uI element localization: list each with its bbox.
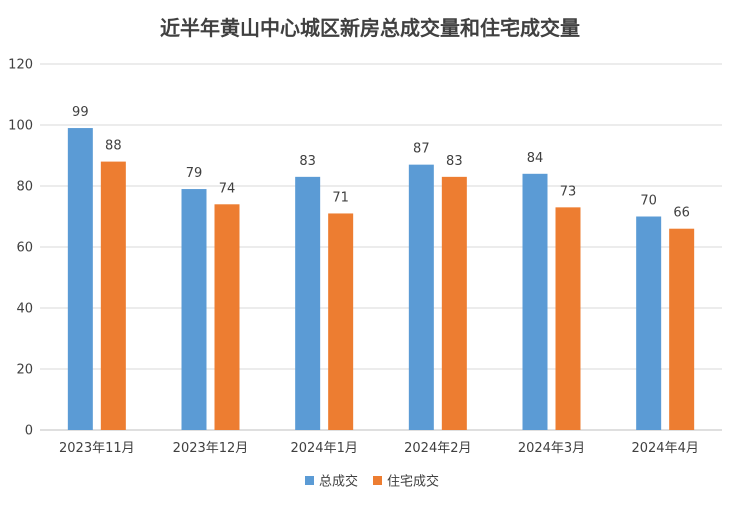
y-tick-label: 120 [8,58,33,73]
legend-swatch-1 [373,476,382,485]
data-labels: 99 88 79 74 83 71 87 83 84 73 70 66 [72,105,690,221]
x-tick-label: 2024年3月 [518,441,585,456]
y-tick-label: 0 [25,424,33,439]
bar-total-5 [636,216,662,430]
x-tick-label: 2024年1月 [290,441,357,456]
bar-total-2 [295,176,321,430]
bar-total-1 [181,189,207,430]
y-tick-label: 60 [16,241,33,256]
y-tick-label: 80 [16,180,33,195]
legend-swatch-0 [305,476,314,485]
data-label: 83 [446,154,463,169]
bar-residential-4 [555,207,581,430]
x-tick-label: 2024年4月 [631,441,698,456]
data-label: 99 [72,105,89,120]
y-tick-label: 40 [16,302,33,317]
bar-total-3 [408,164,434,430]
y-axis-ticks: 0 20 40 60 80 100 120 [8,58,33,439]
y-tick-label: 100 [8,119,33,134]
bar-residential-5 [669,228,695,430]
chart-title: 近半年黄山中心城区新房总成交量和住宅成交量 [160,16,580,40]
y-tick-label: 20 [16,363,33,378]
x-tick-label: 2023年12月 [173,441,249,456]
data-label: 74 [219,181,236,196]
legend-label-0: 总成交 [319,474,358,490]
x-tick-label: 2024年2月 [404,441,471,456]
data-label: 71 [332,190,349,205]
bar-residential-3 [441,176,467,430]
data-label: 88 [105,139,122,154]
data-label: 83 [299,154,316,169]
gridlines [40,63,722,431]
x-axis-ticks: 2023年11月 2023年12月 2024年1月 2024年2月 2024年3月 202… [59,441,699,456]
data-label: 87 [413,142,430,157]
data-label: 73 [560,184,577,199]
x-tick-label: 2023年11月 [59,441,135,456]
data-label: 84 [527,151,544,166]
bars [67,128,695,431]
bar-residential-1 [214,204,240,430]
bar-total-0 [67,128,93,431]
bar-residential-2 [328,213,354,430]
data-label: 79 [186,166,203,181]
legend: 总成交 住宅成交 [305,474,439,490]
legend-label-1: 住宅成交 [387,474,439,490]
data-label: 66 [673,206,690,221]
bar-total-4 [522,173,548,431]
bar-residential-0 [100,161,126,430]
data-label: 70 [640,194,657,209]
